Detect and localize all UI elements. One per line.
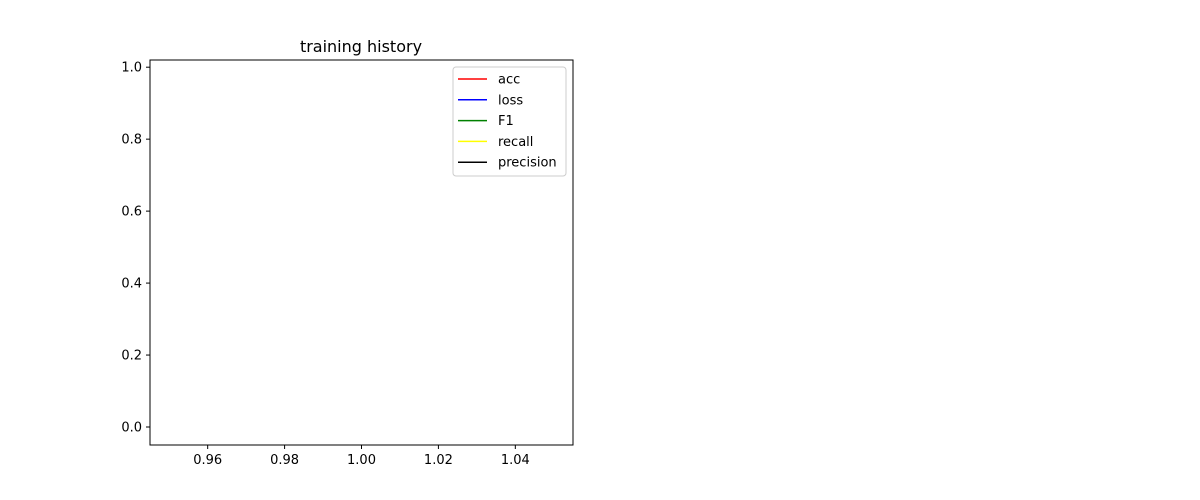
legend-label-loss: loss (498, 93, 523, 108)
y-axis: 0.0 0.2 0.4 0.6 0.8 1.0 (121, 61, 150, 436)
legend-box (452, 66, 567, 177)
y-tick-label: 0.8 (121, 133, 142, 148)
legend-label-acc: acc (498, 73, 520, 88)
y-tick-label: 0.0 (121, 421, 142, 436)
y-tick-label: 0.2 (121, 349, 142, 364)
x-tick-label: 1.02 (424, 453, 453, 468)
x-axis: 0.96 0.98 1.00 1.02 1.04 (193, 445, 530, 468)
legend: acc loss F1 recall precision (452, 66, 567, 177)
chart-title: training history (300, 37, 422, 56)
legend-label-recall: recall (498, 135, 533, 150)
y-tick-label: 0.6 (121, 205, 142, 220)
legend-label-precision: precision (498, 156, 557, 171)
x-tick-label: 0.98 (270, 453, 299, 468)
x-tick-label: 1.00 (347, 453, 376, 468)
y-tick-label: 0.4 (121, 277, 142, 292)
legend-label-f1: F1 (498, 114, 514, 129)
x-tick-label: 0.96 (193, 453, 222, 468)
x-tick-label: 1.04 (501, 453, 530, 468)
y-tick-label: 1.0 (121, 61, 142, 76)
